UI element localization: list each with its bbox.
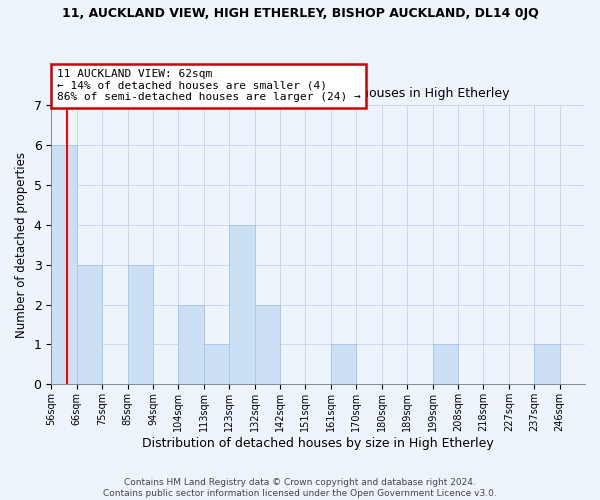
Bar — [128, 264, 153, 384]
Bar — [254, 304, 280, 384]
X-axis label: Distribution of detached houses by size in High Etherley: Distribution of detached houses by size … — [142, 437, 494, 450]
Title: Size of property relative to detached houses in High Etherley: Size of property relative to detached ho… — [127, 86, 509, 100]
Y-axis label: Number of detached properties: Number of detached properties — [15, 152, 28, 338]
Bar — [204, 344, 229, 385]
Text: 11, AUCKLAND VIEW, HIGH ETHERLEY, BISHOP AUCKLAND, DL14 0JQ: 11, AUCKLAND VIEW, HIGH ETHERLEY, BISHOP… — [62, 8, 538, 20]
Text: Contains HM Land Registry data © Crown copyright and database right 2024.
Contai: Contains HM Land Registry data © Crown c… — [103, 478, 497, 498]
Bar — [77, 264, 102, 384]
Bar — [51, 145, 77, 384]
Bar — [433, 344, 458, 385]
Text: 11 AUCKLAND VIEW: 62sqm
← 14% of detached houses are smaller (4)
86% of semi-det: 11 AUCKLAND VIEW: 62sqm ← 14% of detache… — [56, 69, 361, 102]
Bar — [331, 344, 356, 385]
Bar — [178, 304, 204, 384]
Bar — [534, 344, 560, 385]
Bar — [229, 224, 254, 384]
